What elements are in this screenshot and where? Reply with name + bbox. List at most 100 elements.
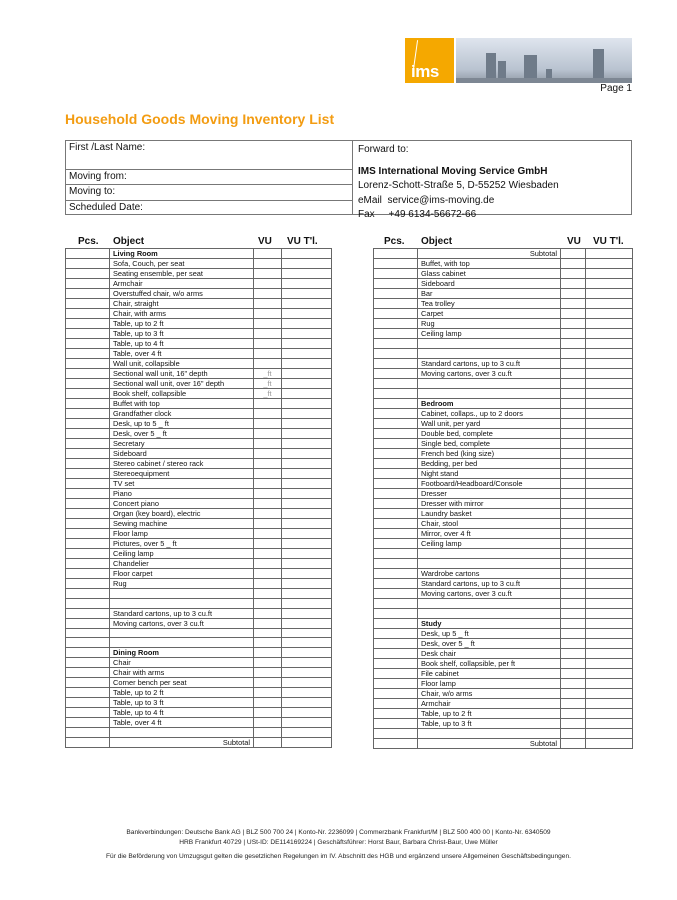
vu-cell[interactable] bbox=[560, 708, 586, 719]
vu-total-cell[interactable] bbox=[585, 388, 633, 399]
pcs-cell[interactable] bbox=[65, 478, 110, 489]
vu-total-cell[interactable] bbox=[585, 548, 633, 559]
vu-total-cell[interactable] bbox=[281, 518, 332, 529]
pcs-cell[interactable] bbox=[373, 578, 418, 589]
vu-cell[interactable] bbox=[560, 648, 586, 659]
pcs-cell[interactable] bbox=[65, 308, 110, 319]
vu-cell[interactable] bbox=[560, 488, 586, 499]
pcs-cell[interactable] bbox=[373, 418, 418, 429]
vu-cell[interactable] bbox=[253, 617, 282, 629]
vu-cell[interactable] bbox=[560, 738, 586, 749]
vu-cell[interactable] bbox=[560, 258, 586, 269]
pcs-cell[interactable] bbox=[373, 608, 418, 619]
vu-cell[interactable] bbox=[560, 628, 586, 639]
pcs-cell[interactable] bbox=[373, 258, 418, 269]
pcs-cell[interactable] bbox=[65, 578, 110, 589]
vu-total-cell[interactable] bbox=[281, 617, 332, 629]
vu-cell[interactable] bbox=[253, 288, 282, 299]
vu-cell[interactable] bbox=[560, 578, 586, 589]
pcs-cell[interactable] bbox=[65, 538, 110, 549]
vu-total-cell[interactable] bbox=[281, 468, 332, 479]
pcs-cell[interactable] bbox=[373, 428, 418, 439]
pcs-cell[interactable] bbox=[65, 288, 110, 299]
vu-total-cell[interactable] bbox=[281, 597, 332, 609]
vu-total-cell[interactable] bbox=[281, 278, 332, 289]
vu-cell[interactable] bbox=[560, 658, 586, 669]
vu-total-cell[interactable] bbox=[585, 658, 633, 669]
vu-total-cell[interactable] bbox=[585, 488, 633, 499]
vu-cell[interactable] bbox=[560, 618, 586, 629]
vu-cell[interactable] bbox=[253, 657, 282, 669]
vu-cell[interactable] bbox=[560, 418, 586, 429]
vu-total-cell[interactable] bbox=[281, 488, 332, 499]
pcs-cell[interactable] bbox=[65, 428, 110, 439]
first-last-name-field[interactable]: First /Last Name: bbox=[66, 141, 352, 170]
vu-total-cell[interactable] bbox=[585, 358, 633, 369]
pcs-cell[interactable] bbox=[373, 308, 418, 319]
vu-cell[interactable]: _ft bbox=[253, 378, 282, 389]
pcs-cell[interactable] bbox=[65, 408, 110, 419]
vu-total-cell[interactable] bbox=[585, 418, 633, 429]
vu-total-cell[interactable] bbox=[585, 498, 633, 509]
vu-total-cell[interactable] bbox=[585, 728, 633, 739]
vu-total-cell[interactable] bbox=[281, 538, 332, 549]
pcs-cell[interactable] bbox=[373, 398, 418, 409]
pcs-cell[interactable] bbox=[65, 448, 110, 459]
vu-total-cell[interactable] bbox=[585, 598, 633, 609]
pcs-cell[interactable] bbox=[65, 378, 110, 389]
vu-cell[interactable] bbox=[560, 388, 586, 399]
pcs-cell[interactable] bbox=[65, 398, 110, 409]
vu-total-cell[interactable] bbox=[585, 468, 633, 479]
vu-cell[interactable] bbox=[253, 498, 282, 509]
vu-total-cell[interactable] bbox=[281, 588, 332, 599]
vu-total-cell[interactable] bbox=[281, 328, 332, 339]
vu-total-cell[interactable] bbox=[281, 358, 332, 369]
vu-total-cell[interactable] bbox=[281, 697, 332, 709]
pcs-cell[interactable] bbox=[373, 558, 418, 569]
pcs-cell[interactable] bbox=[373, 698, 418, 709]
vu-total-cell[interactable] bbox=[585, 678, 633, 689]
vu-cell[interactable] bbox=[560, 718, 586, 729]
pcs-cell[interactable] bbox=[65, 677, 110, 689]
vu-total-cell[interactable] bbox=[585, 618, 633, 629]
pcs-cell[interactable] bbox=[65, 348, 110, 359]
pcs-cell[interactable] bbox=[373, 488, 418, 499]
vu-total-cell[interactable] bbox=[585, 588, 633, 599]
moving-to-field[interactable]: Moving to: bbox=[66, 185, 352, 201]
vu-total-cell[interactable] bbox=[281, 548, 332, 559]
vu-cell[interactable] bbox=[253, 548, 282, 559]
vu-total-cell[interactable] bbox=[281, 578, 332, 589]
pcs-cell[interactable] bbox=[65, 647, 110, 659]
vu-total-cell[interactable] bbox=[281, 308, 332, 319]
pcs-cell[interactable] bbox=[373, 658, 418, 669]
pcs-cell[interactable] bbox=[373, 728, 418, 739]
pcs-cell[interactable] bbox=[65, 458, 110, 469]
pcs-cell[interactable] bbox=[373, 388, 418, 399]
vu-cell[interactable] bbox=[253, 637, 282, 649]
vu-cell[interactable] bbox=[560, 268, 586, 279]
vu-total-cell[interactable] bbox=[281, 707, 332, 719]
pcs-cell[interactable] bbox=[65, 278, 110, 289]
pcs-cell[interactable] bbox=[65, 368, 110, 379]
pcs-cell[interactable] bbox=[373, 298, 418, 309]
vu-cell[interactable] bbox=[253, 358, 282, 369]
vu-total-cell[interactable] bbox=[585, 638, 633, 649]
vu-total-cell[interactable] bbox=[585, 738, 633, 749]
pcs-cell[interactable] bbox=[65, 528, 110, 539]
pcs-cell[interactable] bbox=[65, 548, 110, 559]
vu-total-cell[interactable] bbox=[585, 558, 633, 569]
vu-cell[interactable] bbox=[560, 608, 586, 619]
vu-total-cell[interactable] bbox=[281, 288, 332, 299]
pcs-cell[interactable] bbox=[65, 268, 110, 279]
vu-total-cell[interactable] bbox=[281, 348, 332, 359]
pcs-cell[interactable] bbox=[373, 688, 418, 699]
pcs-cell[interactable] bbox=[65, 597, 110, 609]
vu-cell[interactable] bbox=[560, 528, 586, 539]
vu-total-cell[interactable] bbox=[585, 718, 633, 729]
pcs-cell[interactable] bbox=[65, 258, 110, 269]
vu-total-cell[interactable] bbox=[281, 448, 332, 459]
pcs-cell[interactable] bbox=[373, 478, 418, 489]
vu-cell[interactable] bbox=[253, 597, 282, 609]
vu-total-cell[interactable] bbox=[281, 687, 332, 699]
vu-cell[interactable] bbox=[560, 408, 586, 419]
